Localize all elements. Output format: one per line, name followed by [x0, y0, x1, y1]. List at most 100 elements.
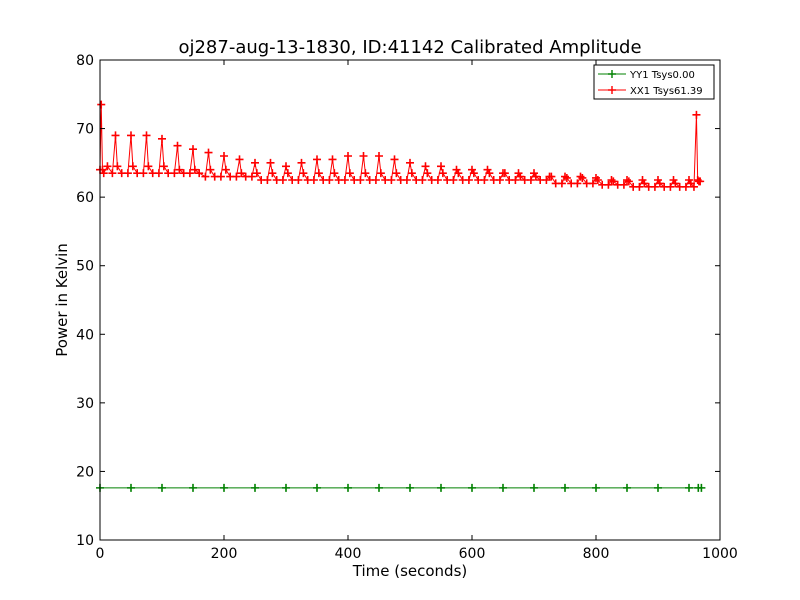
data-point: [201, 172, 210, 181]
data-point: [139, 169, 148, 178]
data-point: [697, 483, 706, 492]
x-tick-label: 400: [335, 546, 362, 562]
data-point: [325, 176, 334, 184]
legend-marker: [608, 86, 616, 94]
legend-label: YY1 Tsys0.00: [629, 70, 695, 81]
x-tick-label: 800: [583, 546, 610, 562]
data-point: [251, 483, 259, 492]
data-point: [418, 176, 427, 184]
data-point: [283, 169, 292, 178]
data-point: [449, 176, 458, 184]
legend: YY1 Tsys0.00 XX1 Tsys61.39: [593, 64, 715, 100]
data-point: [593, 176, 602, 184]
y-axis-label: Power in Kelvin: [53, 243, 71, 357]
data-point: [158, 483, 166, 492]
data-point: [530, 483, 538, 492]
data-point: [190, 165, 199, 174]
data-point: [421, 162, 430, 171]
data-point: [216, 172, 225, 181]
data-point: [650, 182, 659, 191]
data-point: [220, 152, 228, 160]
data-point: [195, 169, 204, 178]
data-point: [392, 169, 401, 178]
data-point: [692, 110, 701, 119]
data-point: [127, 483, 135, 492]
data-point: [640, 179, 649, 188]
data-point: [252, 169, 261, 178]
data-point: [189, 483, 197, 492]
data-point: [313, 155, 321, 164]
data-point: [99, 169, 108, 178]
data-point: [438, 169, 447, 178]
data-point: [206, 165, 215, 174]
data-point: [681, 182, 690, 191]
data-point: [345, 169, 354, 178]
x-tick-label: 0: [96, 546, 105, 562]
data-point: [375, 483, 383, 492]
data-point: [344, 152, 352, 160]
data-point: [282, 162, 290, 171]
data-point: [588, 179, 597, 188]
data-point: [185, 169, 194, 178]
data-point: [113, 162, 122, 171]
legend-marker: [608, 70, 616, 78]
data-point: [407, 169, 416, 178]
data-point: [654, 483, 662, 492]
data-point: [619, 180, 628, 189]
data-point: [371, 176, 380, 184]
data-point: [623, 483, 631, 492]
data-point: [607, 176, 616, 184]
data-point: [437, 162, 445, 171]
data-point: [437, 483, 445, 492]
data-point: [237, 169, 246, 178]
data-point: [159, 162, 168, 171]
data-point: [220, 483, 228, 492]
data-point: [604, 180, 613, 189]
data-point: [314, 169, 323, 178]
data-point: [361, 169, 370, 178]
data-point: [103, 162, 112, 171]
data-point: [495, 176, 504, 184]
data-point: [108, 169, 117, 178]
data-point: [562, 173, 571, 182]
data-point: [406, 483, 414, 492]
legend-frame: [593, 64, 715, 100]
y-tick-label: 70: [76, 122, 94, 138]
data-point: [154, 169, 163, 178]
y-tick-label: 20: [76, 464, 94, 480]
data-point: [251, 158, 259, 167]
data-point: [464, 176, 473, 184]
data-point: [511, 176, 520, 184]
data-point: [221, 165, 230, 174]
data-point: [263, 176, 272, 184]
data-point: [235, 155, 244, 164]
data-point: [561, 483, 569, 492]
data-point: [294, 176, 303, 184]
data-point: [406, 158, 414, 167]
data-point: [375, 152, 383, 160]
series-layer: [96, 100, 706, 492]
data-point: [609, 177, 618, 186]
data-point: [573, 179, 582, 188]
data-point: [499, 483, 507, 492]
data-point: [247, 172, 256, 181]
data-point: [561, 172, 569, 181]
data-point: [624, 177, 633, 186]
plot-frame: [99, 59, 721, 541]
data-point: [356, 176, 365, 184]
data-point: [576, 172, 585, 181]
y-tick-label: 50: [76, 259, 94, 275]
data-point: [469, 169, 478, 178]
y-tick-label: 80: [76, 53, 94, 69]
data-point: [142, 131, 151, 140]
data-point: [297, 158, 306, 167]
data-point: [313, 483, 321, 492]
data-point: [547, 172, 556, 181]
data-point: [578, 173, 587, 182]
x-tick-label: 1000: [702, 546, 738, 562]
data-point: [480, 176, 489, 184]
x-tick-label: 200: [211, 546, 238, 562]
data-point: [278, 176, 287, 184]
data-point: [557, 179, 566, 188]
